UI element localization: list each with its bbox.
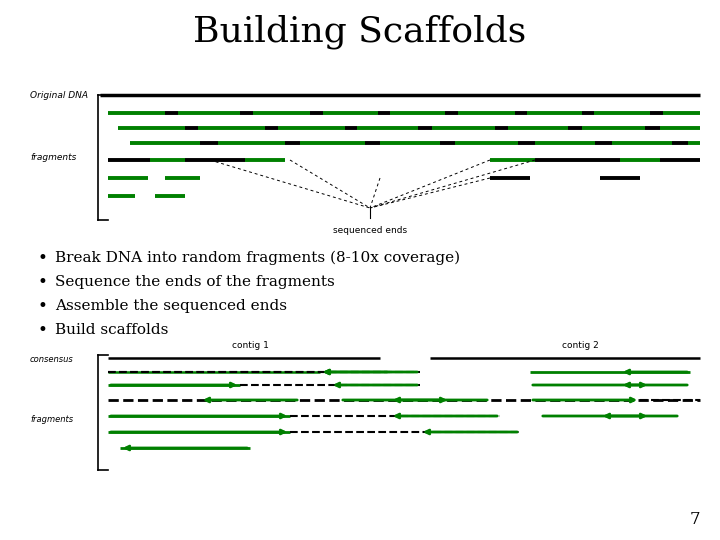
Text: Building Scaffolds: Building Scaffolds (194, 15, 526, 49)
Text: 7: 7 (689, 511, 700, 528)
Text: Break DNA into random fragments (8-10x coverage): Break DNA into random fragments (8-10x c… (55, 251, 460, 265)
Text: •: • (37, 321, 47, 339)
Text: sequenced ends: sequenced ends (333, 226, 407, 235)
Text: Build scaffolds: Build scaffolds (55, 323, 168, 337)
Text: fragments: fragments (30, 415, 73, 424)
Text: Assemble the sequenced ends: Assemble the sequenced ends (55, 299, 287, 313)
Text: •: • (37, 249, 47, 267)
Text: •: • (37, 297, 47, 315)
Text: fragments: fragments (30, 153, 76, 163)
Text: consensus: consensus (30, 355, 73, 364)
Text: •: • (37, 273, 47, 291)
Text: contig 2: contig 2 (562, 341, 598, 349)
Text: Original DNA: Original DNA (30, 91, 88, 99)
Text: contig 1: contig 1 (232, 341, 269, 349)
Text: Sequence the ends of the fragments: Sequence the ends of the fragments (55, 275, 335, 289)
